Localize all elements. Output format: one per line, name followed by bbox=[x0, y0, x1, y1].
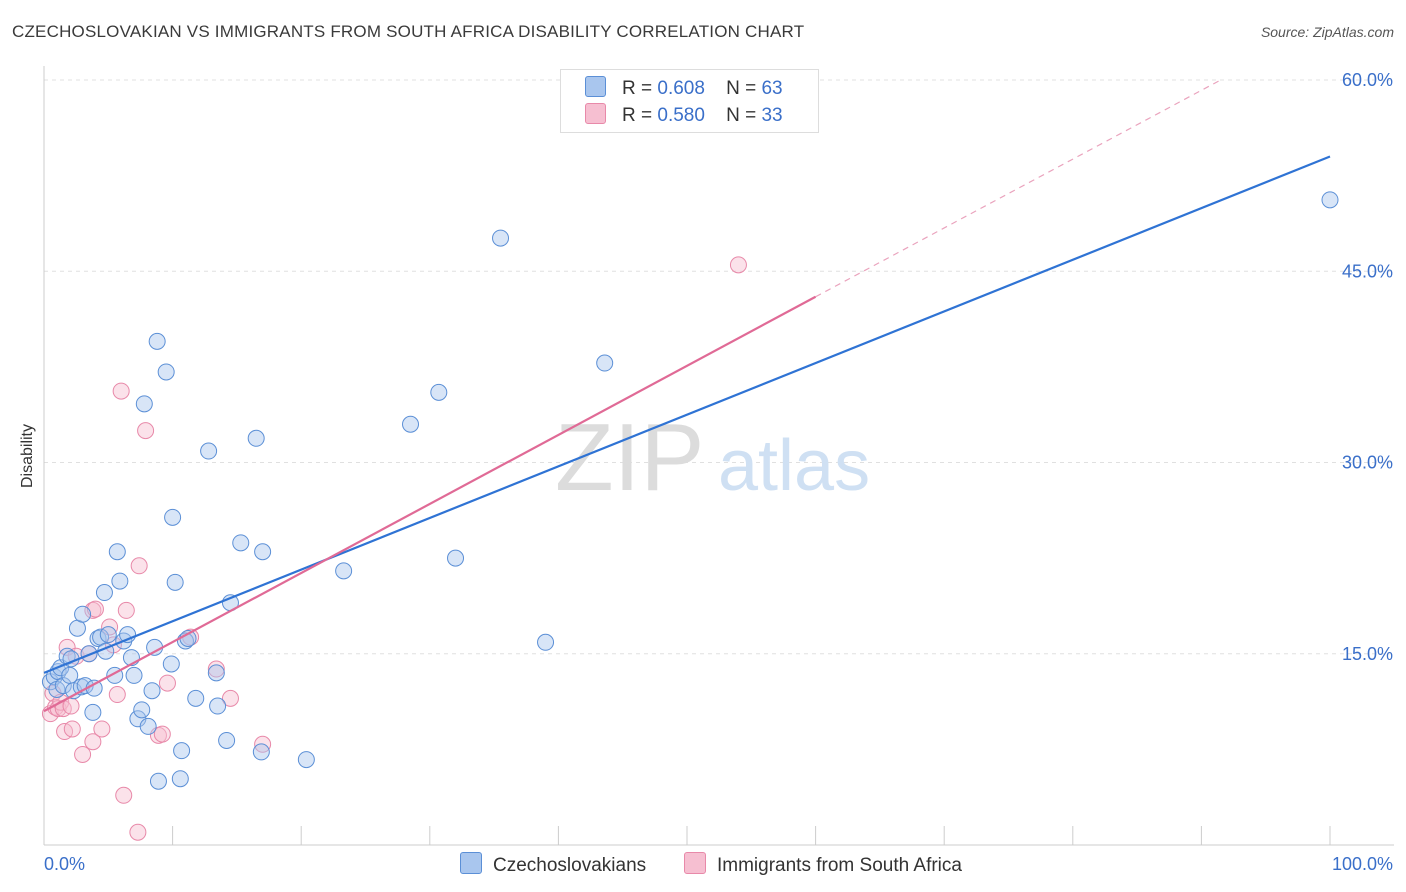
data-point bbox=[402, 415, 420, 433]
data-point bbox=[1321, 191, 1339, 209]
y-tick-label: 30.0% bbox=[1342, 453, 1393, 473]
data-point bbox=[232, 534, 250, 552]
tick-labels: 15.0% 30.0% 45.0% 60.0% 0.0% 100.0% bbox=[44, 70, 1393, 874]
series-immigrants-points bbox=[41, 256, 747, 841]
data-point bbox=[200, 442, 218, 460]
data-point bbox=[207, 664, 225, 682]
trend-line-czechoslovakians bbox=[43, 155, 1331, 674]
legend-label: Czechoslovakians bbox=[493, 855, 647, 876]
x-tick-label-min: 0.0% bbox=[44, 854, 85, 874]
legend-r-label: R = bbox=[622, 78, 653, 99]
trend-line-immigrants bbox=[43, 295, 817, 713]
data-point bbox=[108, 686, 126, 704]
data-point bbox=[148, 332, 166, 350]
data-point bbox=[729, 256, 747, 274]
data-point bbox=[596, 354, 614, 372]
data-point bbox=[115, 786, 133, 804]
data-point bbox=[207, 660, 225, 678]
data-point bbox=[218, 731, 236, 749]
data-point bbox=[86, 600, 104, 618]
data-point bbox=[447, 549, 465, 567]
data-point bbox=[164, 508, 182, 526]
data-point bbox=[430, 383, 448, 401]
legend-swatch-pink bbox=[585, 103, 606, 124]
legend-row-immigrants: R = 0.580 N = 33 bbox=[585, 103, 783, 127]
legend-item-czechoslovakians: Czechoslovakians bbox=[460, 852, 646, 877]
legend-label: Immigrants from South Africa bbox=[717, 855, 962, 876]
trend-line-immigrants-extension bbox=[815, 79, 1221, 298]
legend-r-value: 0.580 bbox=[657, 105, 705, 126]
x-tick-label-max: 100.0% bbox=[1332, 854, 1393, 874]
data-point bbox=[84, 703, 102, 721]
data-point bbox=[74, 745, 92, 763]
data-point bbox=[247, 429, 265, 447]
data-point bbox=[162, 655, 180, 673]
legend-n-value: 63 bbox=[761, 78, 783, 99]
y-tick-label: 60.0% bbox=[1342, 70, 1393, 90]
data-point bbox=[93, 720, 111, 738]
legend-n-label: N = bbox=[726, 78, 757, 99]
data-point bbox=[108, 543, 126, 561]
watermark-zip: ZIP bbox=[555, 404, 704, 511]
data-point bbox=[137, 422, 155, 440]
data-point bbox=[153, 725, 171, 743]
data-point bbox=[158, 674, 176, 692]
axes bbox=[43, 66, 1394, 846]
gridlines bbox=[44, 79, 1394, 655]
data-point bbox=[130, 557, 148, 575]
data-point bbox=[84, 733, 102, 751]
legend-swatch-blue bbox=[460, 852, 482, 874]
data-point bbox=[63, 720, 81, 738]
legend-r-value: 0.608 bbox=[657, 78, 705, 99]
y-tick-label: 45.0% bbox=[1342, 261, 1393, 281]
legend-n-label: N = bbox=[726, 105, 757, 126]
legend-n-value: 33 bbox=[761, 105, 783, 126]
legend-row-czechoslovakians: R = 0.608 N = 63 bbox=[585, 76, 783, 100]
watermark-atlas: atlas bbox=[718, 426, 870, 506]
y-tick-label: 15.0% bbox=[1342, 644, 1393, 664]
data-point bbox=[209, 697, 227, 715]
data-point bbox=[221, 689, 239, 707]
data-point bbox=[99, 626, 117, 644]
data-point bbox=[492, 229, 510, 247]
data-point bbox=[173, 742, 191, 760]
data-point bbox=[187, 689, 205, 707]
data-point bbox=[112, 382, 130, 400]
series-czechoslovakians-points bbox=[41, 191, 1339, 790]
data-point bbox=[74, 605, 92, 623]
data-point bbox=[111, 572, 129, 590]
data-point bbox=[252, 743, 270, 761]
correlation-legend: R = 0.608 N = 63 R = 0.580 N = 33 bbox=[560, 69, 819, 133]
data-point bbox=[139, 717, 157, 735]
data-point bbox=[117, 601, 135, 619]
data-point bbox=[135, 395, 153, 413]
data-point bbox=[254, 543, 272, 561]
legend-swatch-pink bbox=[684, 852, 706, 874]
data-point bbox=[157, 363, 175, 381]
chart-title: CZECHOSLOVAKIAN VS IMMIGRANTS FROM SOUTH… bbox=[12, 22, 805, 41]
legend-swatch-blue bbox=[585, 76, 606, 97]
trend-lines bbox=[43, 79, 1331, 713]
legend-r-label: R = bbox=[622, 105, 653, 126]
data-point bbox=[537, 633, 555, 651]
data-point bbox=[297, 751, 315, 769]
data-point bbox=[171, 770, 189, 788]
data-point bbox=[54, 677, 72, 695]
legend-item-immigrants: Immigrants from South Africa bbox=[684, 852, 962, 877]
chart-source: Source: ZipAtlas.com bbox=[1260, 24, 1394, 40]
data-point bbox=[129, 823, 147, 841]
data-point bbox=[133, 701, 151, 719]
data-point bbox=[166, 573, 184, 591]
data-point bbox=[125, 666, 143, 684]
data-point bbox=[143, 682, 161, 700]
data-point bbox=[58, 638, 76, 656]
data-point bbox=[95, 584, 113, 602]
data-point bbox=[149, 772, 167, 790]
data-point bbox=[335, 562, 353, 580]
